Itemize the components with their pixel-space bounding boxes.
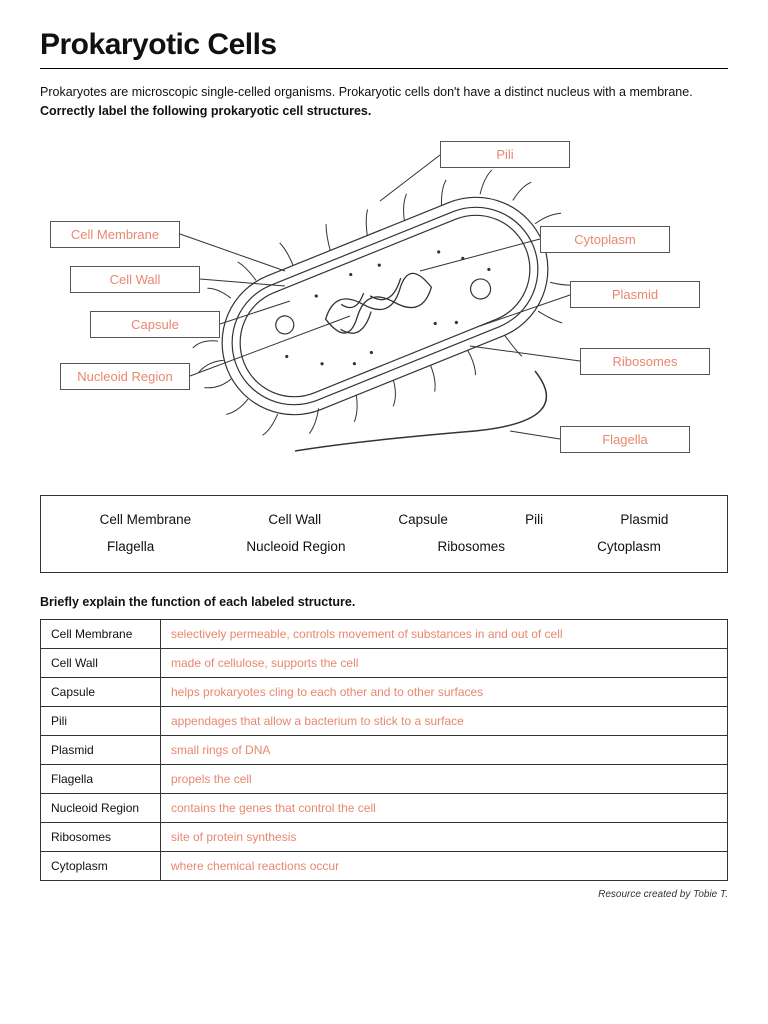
term-cell: Capsule <box>41 677 161 706</box>
definition-cell: appendages that allow a bacterium to sti… <box>161 706 728 735</box>
table-row: Plasmidsmall rings of DNA <box>41 735 728 764</box>
label-pili: Pili <box>440 141 570 168</box>
intro-bold: Correctly label the following prokaryoti… <box>40 104 371 118</box>
divider <box>40 68 728 69</box>
explain-prompt: Briefly explain the function of each lab… <box>40 595 728 609</box>
definition-cell: where chemical reactions occur <box>161 851 728 880</box>
word-bank-term: Pili <box>525 506 543 533</box>
term-cell: Pili <box>41 706 161 735</box>
intro-plain: Prokaryotes are microscopic single-celle… <box>40 85 693 99</box>
term-cell: Nucleoid Region <box>41 793 161 822</box>
credit-line: Resource created by Tobie T. <box>40 889 728 900</box>
word-bank-term: Nucleoid Region <box>246 533 345 560</box>
word-bank-term: Cell Wall <box>268 506 321 533</box>
page-title: Prokaryotic Cells <box>40 28 728 62</box>
word-bank: Cell Membrane Cell Wall Capsule Pili Plasmid… <box>40 495 728 573</box>
label-flagella: Flagella <box>560 426 690 453</box>
term-cell: Flagella <box>41 764 161 793</box>
table-row: Cell Wallmade of cellulose, supports the… <box>41 648 728 677</box>
cell-diagram: Pili Cell Membrane Cytoplasm Cell Wall Plasm… <box>40 131 728 481</box>
table-row: Nucleoid Regioncontains the genes that c… <box>41 793 728 822</box>
term-cell: Plasmid <box>41 735 161 764</box>
word-bank-row: Cell Membrane Cell Wall Capsule Pili Plasmid <box>61 506 707 533</box>
definition-cell: site of protein synthesis <box>161 822 728 851</box>
table-row: Capsulehelps prokaryotes cling to each o… <box>41 677 728 706</box>
term-cell: Cytoplasm <box>41 851 161 880</box>
table-row: Flagellapropels the cell <box>41 764 728 793</box>
definition-cell: made of cellulose, supports the cell <box>161 648 728 677</box>
word-bank-term: Cytoplasm <box>597 533 661 560</box>
label-ribosomes: Ribosomes <box>580 348 710 375</box>
word-bank-term: Cell Membrane <box>100 506 192 533</box>
label-cell_wall: Cell Wall <box>70 266 200 293</box>
word-bank-term: Plasmid <box>620 506 668 533</box>
term-cell: Ribosomes <box>41 822 161 851</box>
label-capsule: Capsule <box>90 311 220 338</box>
definition-cell: small rings of DNA <box>161 735 728 764</box>
table-row: Piliappendages that allow a bacterium to… <box>41 706 728 735</box>
definition-cell: selectively permeable, controls movement… <box>161 619 728 648</box>
word-bank-term: Flagella <box>107 533 154 560</box>
definition-cell: propels the cell <box>161 764 728 793</box>
word-bank-term: Capsule <box>398 506 448 533</box>
term-cell: Cell Wall <box>41 648 161 677</box>
definition-cell: contains the genes that control the cell <box>161 793 728 822</box>
word-bank-row: Flagella Nucleoid Region Ribosomes Cytoplas… <box>61 533 707 560</box>
intro-text: Prokaryotes are microscopic single-celle… <box>40 83 728 121</box>
label-cell_membrane: Cell Membrane <box>50 221 180 248</box>
label-nucleoid: Nucleoid Region <box>60 363 190 390</box>
table-row: Ribosomessite of protein synthesis <box>41 822 728 851</box>
table-row: Cytoplasmwhere chemical reactions occur <box>41 851 728 880</box>
label-cytoplasm: Cytoplasm <box>540 226 670 253</box>
label-plasmid: Plasmid <box>570 281 700 308</box>
table-row: Cell Membraneselectively permeable, cont… <box>41 619 728 648</box>
word-bank-term: Ribosomes <box>438 533 506 560</box>
definition-cell: helps prokaryotes cling to each other an… <box>161 677 728 706</box>
term-cell: Cell Membrane <box>41 619 161 648</box>
functions-table: Cell Membraneselectively permeable, cont… <box>40 619 728 881</box>
